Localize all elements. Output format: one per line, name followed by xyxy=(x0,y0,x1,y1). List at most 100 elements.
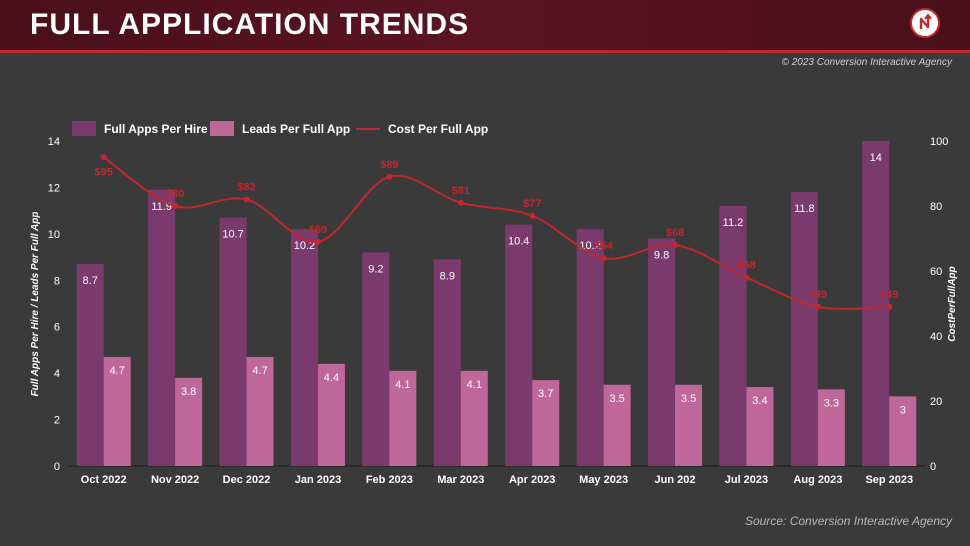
brand-logo-icon xyxy=(910,8,940,38)
bar-leads-per-full-app xyxy=(246,356,274,466)
cost-value-label: $68 xyxy=(666,227,684,239)
bar-value-label: 8.7 xyxy=(83,275,98,287)
x-tick-label: Sep 2023 xyxy=(865,474,913,486)
cost-value-label: $80 xyxy=(166,188,184,200)
cost-point xyxy=(457,199,464,206)
legend-label: Cost Per Full App xyxy=(388,122,488,136)
x-tick-label: Mar 2023 xyxy=(437,474,484,486)
y-tick-label: 6 xyxy=(54,322,60,334)
legend-swatch xyxy=(210,121,234,136)
bar-leads-per-full-app xyxy=(103,356,131,466)
cost-value-label: $49 xyxy=(809,289,827,301)
y-tick-label: 14 xyxy=(48,136,60,148)
bar-leads-per-full-app xyxy=(317,363,345,466)
bar-full-apps-per-hire xyxy=(648,238,676,466)
cost-point xyxy=(600,255,607,261)
legend-swatch xyxy=(72,121,96,136)
y-axis-title: Full Apps Per Hire / Leads Per Full App xyxy=(30,212,41,397)
x-tick-label: May 2023 xyxy=(579,474,628,486)
cost-point xyxy=(314,238,321,245)
x-tick-label: Nov 2022 xyxy=(151,474,199,486)
y2-tick-label: 0 xyxy=(930,461,936,473)
bar-full-apps-per-hire xyxy=(862,141,890,466)
page-title: FULL APPLICATION TRENDS xyxy=(30,8,470,41)
bar-full-apps-per-hire xyxy=(290,229,318,466)
x-tick-label: Dec 2022 xyxy=(223,474,271,486)
cost-point xyxy=(886,303,893,310)
bar-leads-per-full-app xyxy=(389,370,417,466)
x-tick-label: Jan 2023 xyxy=(295,474,341,486)
cost-value-label: $95 xyxy=(95,166,113,178)
cost-value-label: $77 xyxy=(523,198,541,210)
bar-value-label: 4.7 xyxy=(110,365,125,377)
y-tick-label: 2 xyxy=(54,415,60,427)
cost-point xyxy=(172,203,179,209)
y2-tick-label: 40 xyxy=(930,331,942,343)
bar-leads-per-full-app xyxy=(532,380,560,466)
y-tick-label: 0 xyxy=(54,461,60,473)
legend-label: Full Apps Per Hire xyxy=(104,122,208,136)
bar-value-label: 3.4 xyxy=(752,395,767,407)
bar-leads-per-full-app xyxy=(746,387,774,466)
bar-value-label: 8.9 xyxy=(440,270,455,282)
y-tick-label: 4 xyxy=(54,368,60,380)
bar-leads-per-full-app xyxy=(603,384,631,466)
y-tick-label: 8 xyxy=(54,275,60,287)
bar-full-apps-per-hire xyxy=(148,189,176,466)
cost-value-label: $81 xyxy=(452,185,470,197)
y-tick-label: 10 xyxy=(48,229,60,241)
bar-value-label: 11.2 xyxy=(723,217,744,229)
bar-value-label: 14 xyxy=(870,152,882,164)
bar-value-label: 3.3 xyxy=(824,397,839,409)
x-tick-label: Jun 202 xyxy=(655,474,696,486)
cost-value-label: $69 xyxy=(309,224,327,236)
legend-label: Leads Per Full App xyxy=(242,122,350,136)
bar-value-label: 4.4 xyxy=(324,372,339,384)
cost-point xyxy=(529,212,536,219)
bar-full-apps-per-hire xyxy=(433,259,461,466)
bar-value-label: 11.8 xyxy=(794,203,815,215)
bar-value-label: 3.5 xyxy=(609,393,624,405)
bar-full-apps-per-hire xyxy=(76,264,104,466)
bar-value-label: 4.1 xyxy=(395,379,410,391)
cost-value-label: $58 xyxy=(737,260,755,272)
x-tick-label: Oct 2022 xyxy=(81,474,127,486)
bar-value-label: 9.2 xyxy=(368,263,383,275)
cost-point xyxy=(243,196,250,203)
bar-value-label: 4.1 xyxy=(467,379,482,391)
bar-full-apps-per-hire xyxy=(576,229,604,466)
y2-tick-label: 100 xyxy=(930,136,948,148)
bar-leads-per-full-app xyxy=(460,370,488,466)
bar-value-label: 3 xyxy=(900,404,906,416)
cost-point xyxy=(100,154,107,161)
bar-leads-per-full-app xyxy=(175,377,203,466)
x-tick-label: Apr 2023 xyxy=(509,474,555,486)
header-banner: FULL APPLICATION TRENDS xyxy=(0,0,970,53)
y2-axis-title: CostPerFullApp xyxy=(947,266,958,342)
bar-full-apps-per-hire xyxy=(362,252,390,466)
bar-full-apps-per-hire xyxy=(505,224,533,466)
cost-point xyxy=(814,303,821,310)
y2-tick-label: 20 xyxy=(930,396,942,408)
bar-leads-per-full-app xyxy=(817,389,845,466)
cost-value-label: $64 xyxy=(594,240,613,252)
bar-value-label: 9.8 xyxy=(654,250,669,262)
source-note: Source: Conversion Interactive Agency xyxy=(745,514,952,528)
bar-value-label: 10.4 xyxy=(508,236,529,248)
cost-value-label: $49 xyxy=(880,289,898,301)
cost-point xyxy=(386,173,393,180)
bar-value-label: 3.7 xyxy=(538,388,553,400)
bar-value-label: 3.5 xyxy=(681,393,696,405)
bar-full-apps-per-hire xyxy=(790,192,818,467)
y2-tick-label: 80 xyxy=(930,201,942,213)
y-tick-label: 12 xyxy=(48,182,60,194)
bar-leads-per-full-app xyxy=(889,396,917,466)
bar-leads-per-full-app xyxy=(675,384,703,466)
x-tick-label: Jul 2023 xyxy=(725,474,768,486)
bar-value-label: 10.2 xyxy=(294,240,315,252)
cost-point xyxy=(672,242,679,248)
cost-value-label: $89 xyxy=(380,159,398,171)
y2-tick-label: 60 xyxy=(930,266,942,278)
bar-value-label: 4.7 xyxy=(252,365,267,377)
bar-full-apps-per-hire xyxy=(719,206,747,466)
